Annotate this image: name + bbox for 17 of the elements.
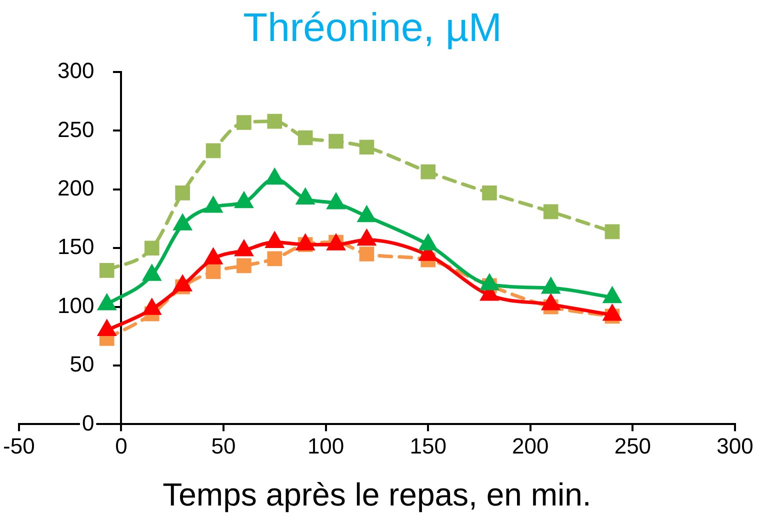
- x-tick-label: 250: [614, 433, 652, 458]
- x-tick-label: 0: [115, 433, 128, 458]
- x-tick-label: 300: [716, 433, 754, 458]
- chart-title: Thréonine, µM: [243, 6, 502, 50]
- x-tick-label: 150: [410, 433, 446, 458]
- y-tick-label: 250: [57, 116, 94, 142]
- y-tick-label: 100: [57, 292, 94, 318]
- x-tick-label: 100: [307, 433, 344, 458]
- y-tick-label: 0: [82, 410, 94, 436]
- x-axis-title: Temps après le repas, en min.: [162, 476, 592, 513]
- y-tick-label: 200: [57, 175, 94, 200]
- x-tick-label: 50: [211, 433, 236, 458]
- y-tick-label: 300: [57, 58, 94, 84]
- y-tick-label: 150: [57, 234, 94, 260]
- x-tick-label: -50: [3, 433, 35, 458]
- x-tick-label: 200: [512, 433, 549, 458]
- y-tick-label: 50: [70, 352, 94, 377]
